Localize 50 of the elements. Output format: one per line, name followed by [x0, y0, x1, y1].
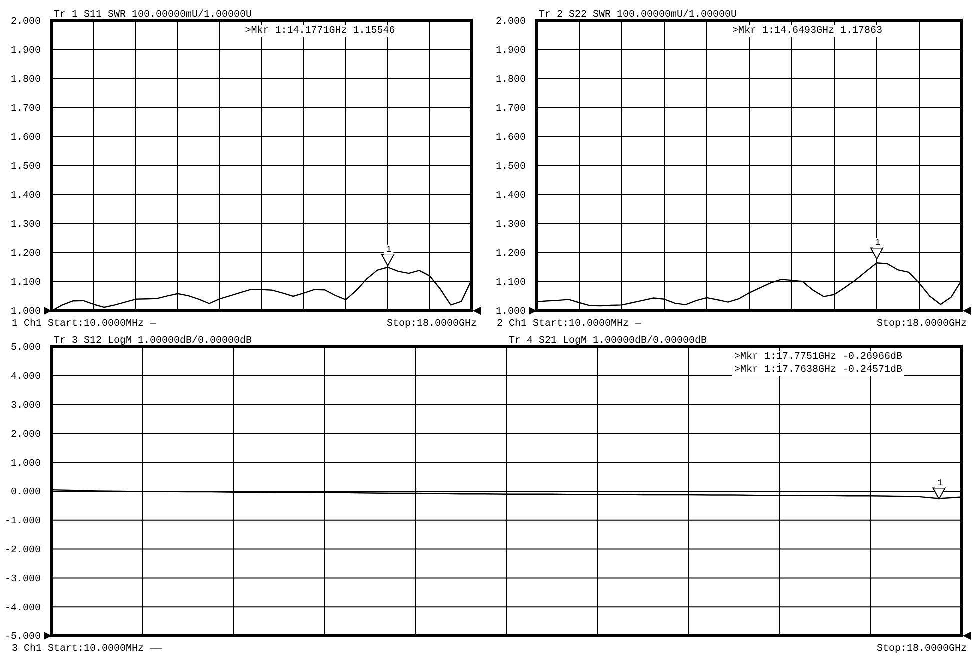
annotation: >Mkr 1:17.7751GHz -0.26966dB — [734, 351, 903, 363]
y-tick-label: 1.100 — [10, 278, 41, 290]
y-tick-label: -1.000 — [4, 516, 41, 528]
chart-title: Tr 1 S11 SWR 100.00000mU/1.00000U — [54, 9, 252, 21]
y-tick-label: 1.200 — [10, 249, 41, 260]
y-tick-label: 1.600 — [496, 133, 526, 144]
chart-title: Tr 3 S12 LogM 1.00000dB/0.00000dB — [54, 335, 252, 347]
text: 1 Ch1 Start:10.0000MHz — — [12, 318, 158, 330]
text: 3 Ch1 Start:10.0000MHz —— — [12, 643, 164, 655]
y-tick-label: -3.000 — [4, 574, 41, 586]
y-tick-label: 1.500 — [10, 162, 41, 174]
y-tick-label: 1.400 — [10, 191, 41, 202]
y-tick-label: 1.300 — [496, 220, 526, 232]
y-tick-label: 1.800 — [496, 75, 526, 86]
y-tick-label: 1.000 — [10, 458, 41, 470]
y-tick-label: 1.400 — [496, 191, 526, 202]
y-tick-label: 1.500 — [496, 162, 526, 174]
y-tick-label: 1.700 — [496, 104, 526, 116]
text: Stop:18.0000GHz — [876, 319, 967, 330]
annotation: 1 — [875, 238, 881, 248]
y-tick-label: 2.000 — [10, 17, 41, 28]
y-tick-label: 1.000 — [496, 307, 526, 318]
annotation: >Mkr 1:14.6493GHz 1.17863 — [732, 25, 883, 37]
y-tick-label: 1.100 — [496, 278, 526, 290]
y-tick-label: 1.900 — [496, 46, 526, 58]
annotation: >Mkr 1:14.1771GHz 1.15546 — [245, 25, 396, 37]
y-tick-label: 4.000 — [10, 372, 41, 384]
y-tick-label: 3.000 — [10, 401, 41, 412]
y-tick-label: 2.000 — [496, 17, 526, 28]
annotation: 1 — [386, 244, 392, 255]
y-tick-label: 1.600 — [10, 133, 41, 144]
y-tick-label: -2.000 — [4, 546, 41, 556]
y-tick-label: -4.000 — [4, 603, 41, 614]
y-tick-label: 1.900 — [10, 46, 41, 58]
y-tick-label: 5.000 — [10, 343, 41, 354]
text: Stop:18.0000GHz — [876, 644, 967, 655]
chart-title: Tr 2 S22 SWR 100.00000mU/1.00000U — [539, 9, 738, 21]
annotation: 1 — [938, 478, 943, 488]
text: 2 Ch1 Start:10.0000MHz — — [497, 318, 642, 330]
y-tick-label: -5.000 — [4, 632, 41, 644]
chart-subtitle: Tr 4 S21 LogM 1.00000dB/0.00000dB — [509, 335, 708, 347]
y-tick-label: 1.300 — [10, 220, 41, 232]
y-tick-label: 1.000 — [10, 307, 41, 318]
y-tick-label: 1.700 — [10, 104, 41, 116]
y-tick-label: 1.200 — [496, 249, 526, 260]
y-tick-label: 0.000 — [10, 488, 41, 499]
y-tick-label: 2.000 — [10, 430, 41, 441]
annotation: >Mkr 1:17.7638GHz -0.24571dB — [734, 364, 903, 376]
text: Stop:18.0000GHz — [386, 319, 477, 330]
y-tick-label: 1.800 — [10, 75, 41, 86]
